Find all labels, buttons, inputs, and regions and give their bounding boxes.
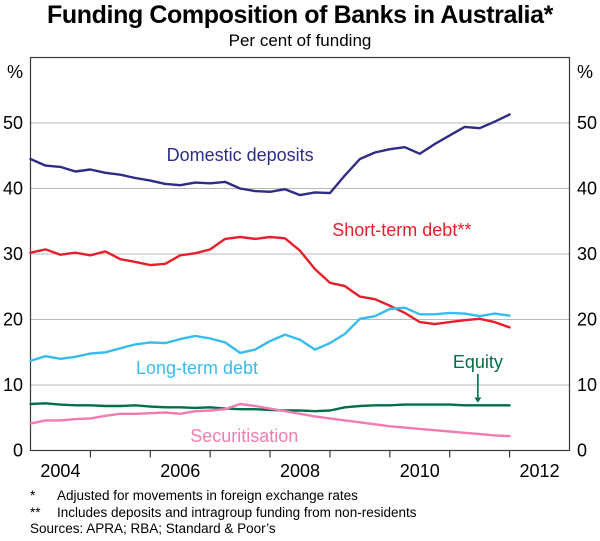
y-tick-label-right-0: 0 (577, 441, 587, 461)
y-unit-label-left: % (7, 62, 23, 82)
footnote-1-marker: * (30, 488, 36, 503)
y-tick-label-right-50: 50 (577, 113, 597, 133)
y-tick-label-right-20: 20 (577, 310, 597, 330)
series-line-short-term-debt (29, 235, 511, 329)
chart-subtitle: Per cent of funding (228, 31, 372, 50)
series-line-equity (29, 402, 511, 413)
footnote-1: * Adjusted for movements in foreign exch… (30, 488, 590, 505)
series-label-equity: Equity (453, 352, 503, 372)
series-label-long-term-debt: Long-term debt (136, 358, 258, 378)
y-tick-label-left-20: 20 (3, 310, 23, 330)
footnote-2-marker: ** (30, 504, 41, 520)
x-year-label-2012: 2012 (520, 461, 560, 481)
plot-frame (29, 56, 571, 452)
y-tick-label-left-30: 30 (3, 244, 23, 264)
series-label-securitisation: Securitisation (190, 426, 298, 446)
y-tick-label-right-10: 10 (577, 375, 597, 395)
chart-title: Funding Composition of Banks in Australi… (47, 1, 553, 29)
sources-line: Sources: APRA; RBA; Standard & Poor’s (30, 521, 276, 536)
y-unit-label-right: % (577, 62, 593, 82)
y-tick-label-left-40: 40 (3, 179, 23, 199)
x-year-label-2010: 2010 (400, 461, 440, 481)
y-tick-label-left-10: 10 (3, 375, 23, 395)
series-line-long-term-debt (29, 306, 511, 362)
footnote-1-text: Adjusted for movements in foreign exchan… (57, 488, 358, 503)
footnote-2-text: Includes deposits and intragroup funding… (57, 504, 417, 520)
x-year-label-2008: 2008 (280, 461, 320, 481)
y-tick-label-right-40: 40 (577, 179, 597, 199)
x-year-label-2004: 2004 (40, 461, 80, 481)
y-tick-label-left-50: 50 (3, 113, 23, 133)
footnotes: * Adjusted for movements in foreign exch… (30, 488, 590, 538)
footnote-2: ** Includes deposits and intragroup fund… (30, 505, 590, 522)
y-tick-label-left-0: 0 (13, 441, 23, 461)
x-year-label-2006: 2006 (160, 461, 200, 481)
series-label-short-term-debt: Short-term debt** (332, 220, 471, 240)
series-line-domestic-deposits (29, 113, 511, 197)
series-label-domestic-deposits: Domestic deposits (167, 145, 314, 165)
series-line-securitisation (29, 402, 511, 438)
equity-arrow-head (474, 397, 482, 403)
y-tick-label-right-30: 30 (577, 244, 597, 264)
